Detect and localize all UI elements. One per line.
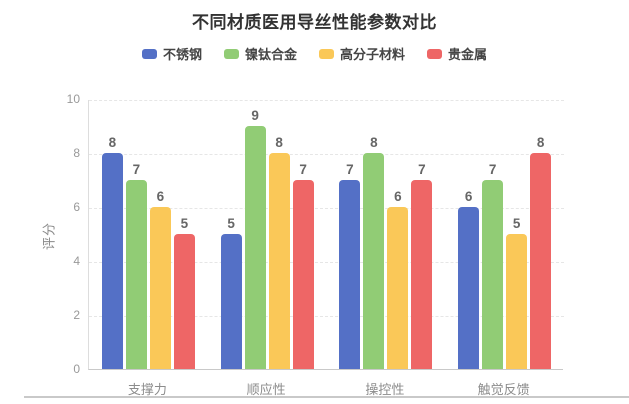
bar-1-2: [220, 234, 242, 369]
bar-value-label: 7: [346, 161, 354, 177]
chart-legend: 不锈钢 镍钛合金 高分子材料 贵金属: [0, 44, 629, 63]
bar-item: 5: [173, 99, 195, 369]
gridline: [89, 100, 564, 101]
legend-item-4[interactable]: 贵金属: [427, 44, 487, 63]
bar-value-label: 6: [156, 188, 165, 204]
bar-1-1: [101, 153, 123, 369]
gridline: [89, 262, 564, 263]
bar-item: 5: [220, 99, 242, 369]
legend-label: 不锈钢: [162, 47, 202, 62]
bar-1-3: [339, 180, 361, 369]
bar-item: 8: [363, 99, 385, 369]
bar-4-1: [173, 234, 195, 369]
bar-2-3: [363, 153, 385, 369]
bar-value-label: 5: [512, 215, 521, 231]
bar-item: 8: [530, 99, 552, 369]
bar-3-1: [149, 207, 171, 369]
legend-item-2[interactable]: 镍钛合金: [223, 44, 297, 63]
bar-3-4: [506, 234, 528, 369]
bar-value-label: 6: [464, 188, 473, 204]
gridline: [89, 154, 564, 155]
legend-item-1[interactable]: 不锈钢: [141, 44, 202, 63]
bar-value-label: 7: [418, 161, 426, 177]
bar-item: 7: [292, 99, 314, 369]
bar-item: 8: [101, 99, 123, 369]
bar-item: 8: [268, 99, 290, 369]
legend-swatch-icon: [223, 48, 239, 59]
bar-4-4: [530, 153, 552, 369]
x-category-label: 支撑力: [127, 382, 167, 397]
legend-swatch-icon: [427, 48, 443, 59]
y-tick-label: 6: [73, 200, 80, 214]
bar-value-label: 8: [275, 134, 283, 150]
bar-value-label: 7: [299, 161, 307, 177]
bar-value-label: 5: [227, 215, 235, 231]
bar-2-2: [244, 126, 266, 369]
bar-3-2: [268, 153, 290, 369]
bar-item: 6: [458, 99, 480, 369]
y-tick-label: 4: [73, 254, 80, 268]
bar-item: 5: [506, 99, 528, 369]
bar-item: 6: [149, 99, 171, 369]
y-tick-label: 10: [66, 92, 80, 106]
bar-item: 7: [339, 99, 361, 369]
legend-label: 贵金属: [448, 47, 488, 62]
x-category-label: 操控性: [365, 382, 405, 397]
bar-4-2: [292, 180, 314, 369]
bar-item: 9: [244, 99, 266, 369]
legend-swatch-icon: [141, 48, 157, 59]
bar-value-label: 6: [394, 188, 402, 204]
x-category-label: 顺应性: [246, 382, 286, 397]
bar-value-label: 8: [370, 134, 378, 150]
bar-item: 7: [411, 99, 433, 369]
bar-3-3: [387, 207, 409, 369]
legend-swatch-icon: [319, 48, 334, 59]
bar-value-label: 5: [180, 215, 189, 231]
y-tick-label: 8: [73, 146, 80, 160]
legend-item-3[interactable]: 高分子材料: [319, 44, 405, 63]
bar-item: 7: [482, 99, 504, 369]
bar-1-4: [458, 207, 480, 369]
legend-label: 镍钛合金: [244, 47, 297, 62]
gridline: [89, 316, 564, 317]
y-tick-label: 0: [73, 362, 80, 376]
bar-value-label: 8: [536, 134, 545, 150]
y-axis-title: 评分: [41, 221, 57, 251]
bar-4-3: [411, 180, 433, 369]
x-category-label: 触觉反馈: [477, 382, 530, 397]
bar-value-label: 7: [488, 161, 497, 177]
bar-2-1: [125, 180, 147, 369]
bar-value-label: 9: [251, 107, 259, 123]
y-tick-label: 2: [73, 308, 80, 322]
bottom-separator: [24, 396, 629, 398]
chart-title: 不同材质医用导丝性能参数对比: [192, 13, 437, 32]
bar-2-4: [482, 180, 504, 369]
gridline: [89, 208, 564, 209]
bar-item: 6: [387, 99, 409, 369]
bar-item: 7: [125, 99, 147, 369]
bar-value-label: 8: [108, 134, 117, 150]
legend-label: 高分子材料: [340, 47, 406, 62]
bar-value-label: 7: [132, 161, 141, 177]
